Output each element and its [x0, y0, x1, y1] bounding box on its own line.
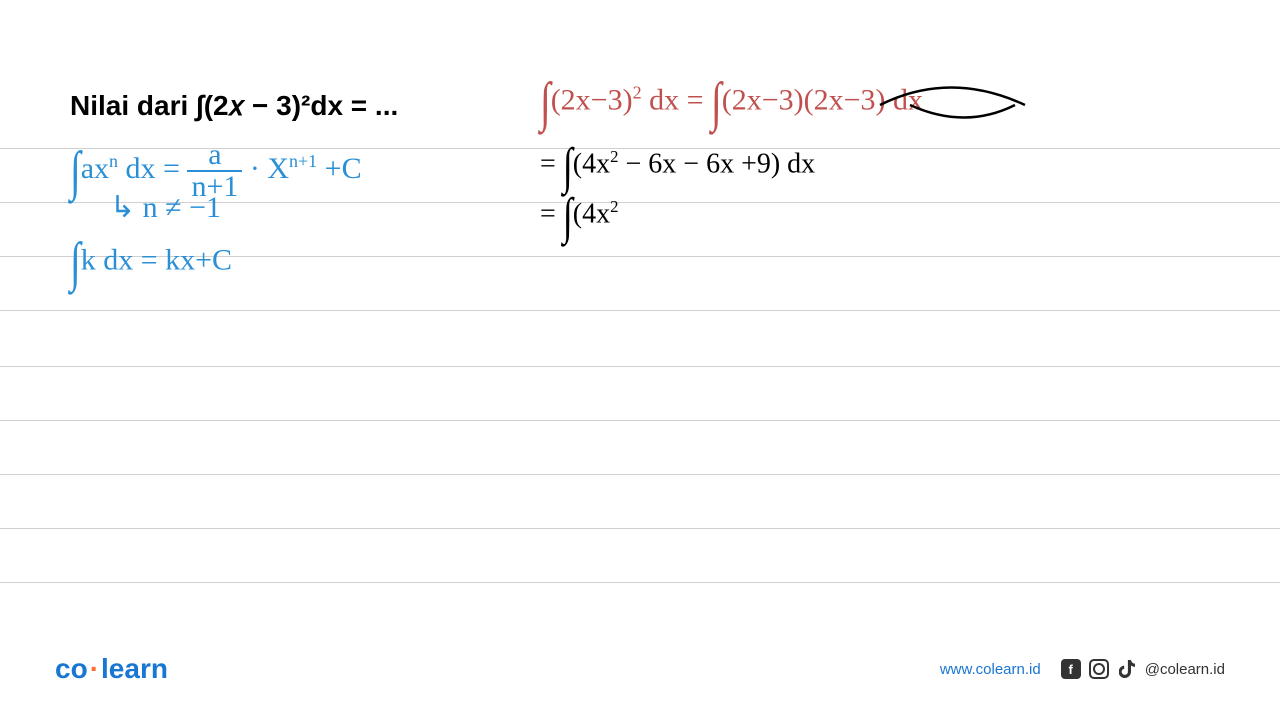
constant-rule-formula: ∫k dx = kx+C [70, 240, 232, 285]
colearn-logo: co·learn [55, 653, 168, 685]
solution-step-2: = ∫(4x2 − 6x − 6x +9) dx [540, 145, 815, 187]
social-links: f @colearn.id [1061, 659, 1225, 679]
logo-dot: · [90, 653, 99, 684]
expansion-arcs [850, 65, 1070, 140]
frac-numerator: a [187, 140, 242, 172]
instagram-icon [1089, 659, 1109, 679]
lined-paper-background: Nilai dari ∫(2𝑥 − 3)²dx = ... ∫axn dx = … [0, 0, 1280, 720]
facebook-icon: f [1061, 659, 1081, 679]
footer-right: www.colearn.id f @colearn.id [940, 659, 1225, 679]
social-handle: @colearn.id [1145, 661, 1225, 678]
rule-line [0, 420, 1280, 421]
rule-line [0, 310, 1280, 311]
title-math: ∫(2𝑥 − 3)²dx = ... [196, 90, 398, 121]
tiktok-icon [1117, 659, 1137, 679]
rule-line [0, 582, 1280, 583]
rule-line [0, 366, 1280, 367]
footer: co·learn www.colearn.id f @colearn.id [0, 653, 1280, 685]
title-prefix: Nilai dari [70, 90, 196, 121]
problem-title: Nilai dari ∫(2𝑥 − 3)²dx = ... [70, 90, 398, 123]
rule-line [0, 474, 1280, 475]
logo-learn: learn [101, 653, 168, 684]
rule-line [0, 528, 1280, 529]
solution-step-3: = ∫(4x2 [540, 195, 618, 237]
website-url: www.colearn.id [940, 661, 1041, 678]
power-rule-condition: ↳ n ≠ −1 [110, 190, 221, 225]
logo-co: co [55, 653, 88, 684]
